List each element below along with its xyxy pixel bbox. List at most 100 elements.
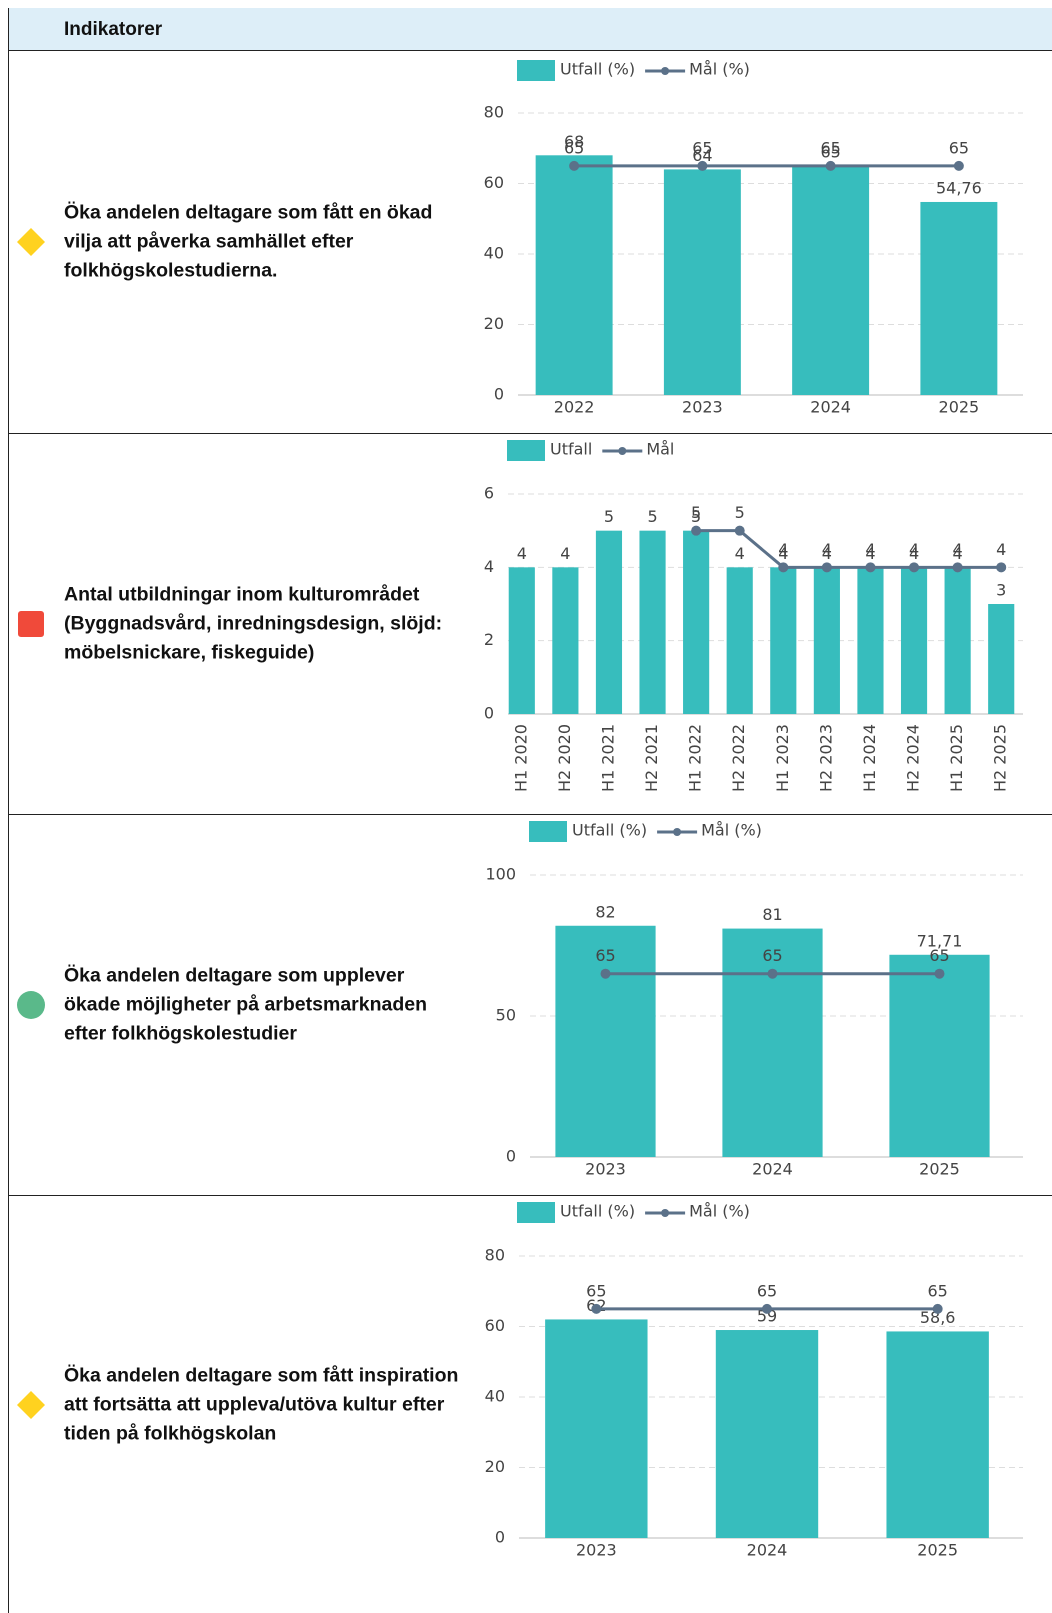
y-tick-label: 0: [484, 704, 494, 723]
target-value-label: 65: [595, 946, 615, 965]
y-tick-label: 50: [496, 1006, 516, 1025]
y-tick-label: 20: [484, 314, 504, 333]
target-value-label: 65: [564, 138, 584, 157]
x-tick-label: 2023: [585, 1160, 626, 1179]
y-tick-label: 40: [485, 1387, 505, 1406]
legend-swatch: [517, 1202, 555, 1223]
y-tick-label: 60: [484, 173, 504, 192]
target-point: [591, 1303, 602, 1314]
target-point: [825, 160, 836, 171]
header-title: Indikatorer: [64, 19, 163, 40]
target-value-label: 65: [929, 946, 949, 965]
bar-value-label: 71,71: [917, 931, 963, 950]
bar: [726, 567, 753, 714]
target-value-label: 65: [820, 138, 840, 157]
y-tick-label: 0: [506, 1147, 516, 1166]
target-value-label: 5: [735, 503, 745, 522]
bar-value-label: 4: [735, 544, 745, 563]
legend-label: Utfall: [550, 440, 592, 459]
legend-label: Mål (%): [689, 1202, 750, 1221]
y-tick-label: 20: [485, 1457, 505, 1476]
x-tick-label: 2023: [682, 398, 723, 417]
bar: [792, 165, 870, 395]
bar-value-label: 3: [996, 581, 1006, 600]
target-point: [569, 160, 580, 171]
bar: [920, 201, 998, 395]
target-point: [953, 160, 964, 171]
x-tick-label: H2 2025: [991, 724, 1010, 792]
x-tick-label: 2024: [810, 398, 851, 417]
bar-value-label: 82: [595, 902, 615, 921]
y-tick-label: 4: [484, 557, 494, 576]
y-tick-label: 80: [484, 103, 504, 122]
bar-value-label: 4: [517, 544, 527, 563]
target-value-label: 4: [865, 540, 875, 559]
legend-dot: [618, 447, 627, 455]
bar-value-label: 4: [909, 544, 919, 563]
target-point: [697, 160, 708, 171]
x-tick-label: H1 2021: [598, 724, 617, 792]
target-point: [821, 562, 832, 573]
status-circle: [17, 991, 45, 1019]
target-point: [734, 525, 745, 536]
legend-label: Mål (%): [689, 60, 750, 79]
bar: [944, 567, 971, 714]
y-tick-label: 2: [484, 630, 494, 649]
target-value-label: 4: [909, 540, 919, 559]
target-value-label: 4: [996, 540, 1006, 559]
target-point: [691, 525, 702, 536]
bar: [988, 604, 1015, 714]
bar: [715, 1330, 819, 1538]
target-value-label: 65: [927, 1281, 947, 1300]
x-tick-label: H1 2024: [860, 724, 879, 792]
bar: [722, 928, 823, 1157]
bar: [889, 954, 990, 1157]
bar: [555, 925, 656, 1157]
row: Öka andelen deltagare som upplever ökade…: [8, 815, 1052, 1196]
target-point: [762, 1303, 772, 1314]
y-tick-label: 6: [484, 484, 494, 503]
bar: [595, 530, 623, 714]
target-point: [909, 562, 920, 573]
bar-value-label: 59: [757, 1307, 777, 1326]
status-diamond: [17, 1390, 45, 1419]
x-tick-label: H1 2023: [773, 724, 792, 792]
x-tick-label: 2023: [576, 1541, 617, 1560]
target-point: [934, 968, 945, 979]
target-value-label: 65: [692, 138, 712, 157]
x-tick-label: 2022: [554, 398, 595, 417]
legend-label: Utfall (%): [560, 60, 635, 79]
bar-value-label: 68: [564, 132, 584, 151]
target-value-label: 65: [586, 1281, 606, 1300]
legend-swatch: [517, 60, 555, 81]
x-tick-label: 2024: [752, 1160, 793, 1179]
bar-value-label: 4: [822, 544, 832, 563]
legend-label: Utfall (%): [560, 1202, 635, 1221]
bar-value-label: 58,6: [920, 1308, 956, 1327]
bar-value-label: 4: [778, 544, 788, 563]
bar-value-label: 65: [820, 142, 840, 161]
bar-value-label: 4: [953, 544, 963, 563]
x-tick-label: H1 2022: [686, 724, 705, 792]
row-label: Öka andelen deltagare som fått en ökad v…: [64, 201, 433, 282]
legend-dot: [661, 67, 670, 75]
y-tick-label: 0: [494, 385, 504, 404]
bar-value-label: 4: [560, 544, 570, 563]
bar: [683, 530, 710, 714]
x-tick-label: H2 2021: [642, 724, 661, 792]
bar: [535, 155, 613, 395]
legend-swatch: [507, 440, 545, 461]
y-tick-label: 0: [495, 1528, 505, 1547]
y-tick-label: 80: [485, 1246, 505, 1265]
x-tick-label: 2025: [917, 1541, 958, 1560]
target-value-label: 65: [762, 946, 782, 965]
legend-swatch: [529, 821, 567, 842]
target-value-label: 4: [953, 540, 963, 559]
status-square: [18, 611, 44, 637]
target-point: [952, 562, 963, 573]
bar: [545, 1319, 648, 1538]
bar-value-label: 64: [692, 146, 712, 165]
bar: [508, 567, 535, 714]
legend-label: Mål (%): [701, 821, 762, 840]
bar: [663, 169, 741, 395]
